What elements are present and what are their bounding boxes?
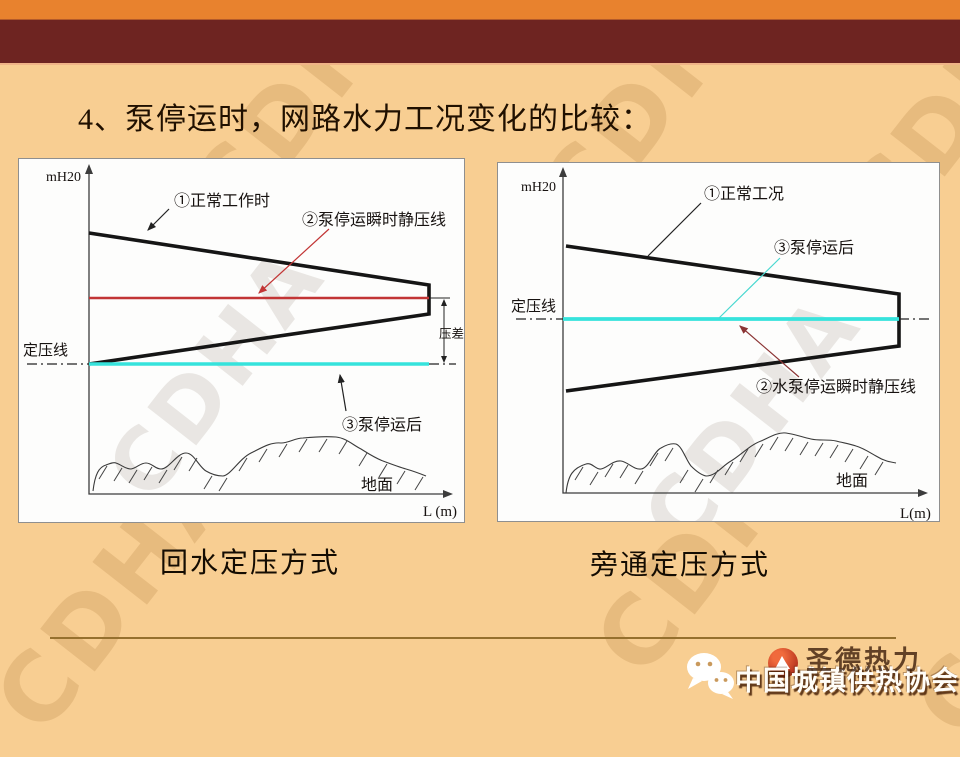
pressure-diff-label: 压差 <box>439 327 464 341</box>
caption-bypass: 旁通定压方式 <box>589 550 770 581</box>
organization-name: 中国城镇供热协会 <box>735 666 959 696</box>
y-axis-label: mH20 <box>521 180 556 195</box>
leader-after-stop <box>718 257 781 319</box>
caption-return-water: 回水定压方式 <box>159 548 340 579</box>
leader-normal <box>647 202 702 257</box>
label-after-stop: ③泵停运后 <box>342 416 422 434</box>
leader-after-stop <box>337 373 347 412</box>
label-normal-operation: ①正常工况 <box>704 185 784 203</box>
panel-watermark: CDHA <box>88 228 344 517</box>
leader-instant-static <box>739 325 800 378</box>
leader-instant-static <box>258 228 330 294</box>
footer-divider <box>50 637 896 639</box>
y-axis-arrow-icon <box>559 167 567 177</box>
label-ground: 地面 <box>836 472 868 490</box>
diagram-bypass-panel: CDHA mH20 L(m) ①正常工况 ③泵停运后 ②水泵停运瞬时静压线 定压… <box>497 162 940 522</box>
ground-hatching <box>574 436 884 493</box>
label-after-stop: ③泵停运后 <box>774 239 854 257</box>
label-instant-static: ②水泵停运瞬时静压线 <box>756 378 916 396</box>
y-axis-arrow-icon <box>85 164 93 174</box>
leader-normal <box>147 208 170 231</box>
x-axis-label: L(m) <box>900 506 931 521</box>
wechat-icon <box>684 650 736 705</box>
header-bar <box>0 19 960 65</box>
label-ground: 地面 <box>361 476 393 494</box>
label-normal-operation: ①正常工作时 <box>174 192 270 210</box>
label-constant-pressure: 定压线 <box>23 342 68 359</box>
top-accent-bar <box>0 0 960 19</box>
network-pressure-lines <box>88 231 431 366</box>
x-axis-arrow-icon <box>443 490 453 498</box>
x-axis-label: L (m) <box>423 504 457 520</box>
x-axis-arrow-icon <box>918 489 928 497</box>
slide-title: 4、泵停运时，网路水力工况变化的比较： <box>78 103 652 136</box>
brand-overlay-text: 圣德热力 <box>806 645 923 675</box>
ground-profile <box>565 432 897 494</box>
brand-logo-icon <box>768 648 798 678</box>
axes <box>562 171 924 494</box>
ground-profile <box>92 436 427 492</box>
ground-hatching <box>98 438 424 492</box>
dim-arrow-up-icon <box>441 299 447 306</box>
axes <box>88 168 449 495</box>
y-axis-label: mH20 <box>46 170 81 185</box>
label-instant-static: ②泵停运瞬时静压线 <box>302 211 446 229</box>
label-constant-pressure: 定压线 <box>511 298 556 315</box>
dim-arrow-down-icon <box>441 356 447 363</box>
diagram-return-water-panel: CDHA mH20 L (m) 压差 ①正常工作时 ②泵停运瞬时静压线 ③泵停运… <box>18 158 465 523</box>
